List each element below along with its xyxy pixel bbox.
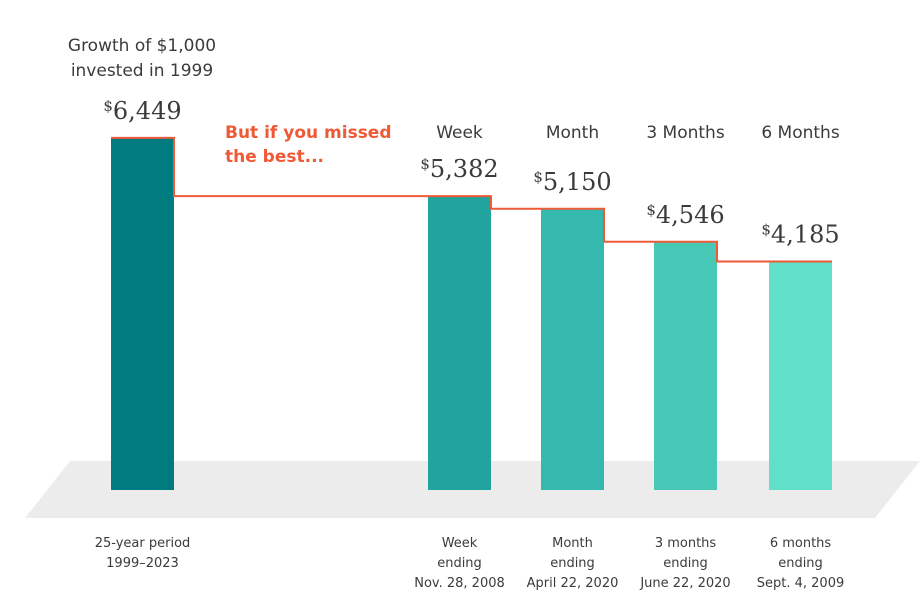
value-number: 4,185: [771, 220, 840, 248]
category-label-4: ending: [778, 556, 823, 571]
category-label-1: Week: [442, 536, 478, 551]
value-number: 5,382: [430, 155, 499, 183]
value-label-1: $5,382: [420, 155, 498, 183]
category-label-2: ending: [550, 556, 595, 571]
currency-symbol: $: [103, 97, 113, 115]
category-label-4: 6 months: [770, 536, 832, 551]
category-label-1: Nov. 28, 2008: [414, 576, 505, 591]
value-label-4: $4,185: [761, 220, 839, 248]
bars-group: [111, 137, 832, 491]
bar-1: [428, 196, 491, 490]
missed-days-step-line: [111, 136, 832, 263]
period-header-3: 3 Months: [646, 123, 725, 143]
period-header-2: Month: [546, 123, 599, 143]
chart-title: invested in 1999: [71, 61, 213, 81]
callout-text: But if you missed: [225, 123, 392, 143]
chart-title: Growth of $1,000: [68, 36, 216, 56]
bar-0: [111, 137, 174, 491]
category-label-2: Month: [552, 536, 593, 551]
value-number: 5,150: [543, 168, 612, 196]
period-header-4: 6 Months: [761, 123, 840, 143]
bar-2: [541, 208, 604, 490]
category-label-3: June 22, 2020: [639, 576, 730, 591]
category-label-3: ending: [663, 556, 708, 571]
category-label-1: ending: [437, 556, 482, 571]
value-label-3: $4,546: [646, 201, 724, 229]
currency-symbol: $: [533, 168, 543, 186]
currency-symbol: $: [420, 155, 430, 173]
bar-3: [654, 241, 717, 490]
labels-group: $6,449 25-year period 1999–2023 $5,382 Week e…: [68, 36, 844, 591]
value-label-2: $5,150: [533, 168, 611, 196]
period-header-1: Week: [436, 123, 483, 143]
currency-symbol: $: [646, 201, 656, 219]
category-label-3: 3 months: [655, 536, 717, 551]
bar-4: [769, 261, 832, 490]
category-label-0: 25-year period: [95, 536, 191, 551]
category-label-4: Sept. 4, 2009: [757, 576, 844, 591]
value-number: 4,546: [656, 201, 725, 229]
category-label-2: April 22, 2020: [527, 576, 619, 591]
value-label-0: $6,449: [103, 97, 181, 125]
category-label-0: 1999–2023: [106, 556, 179, 571]
currency-symbol: $: [761, 220, 771, 238]
callout-text: the best...: [225, 147, 324, 167]
value-number: 6,449: [113, 97, 182, 125]
